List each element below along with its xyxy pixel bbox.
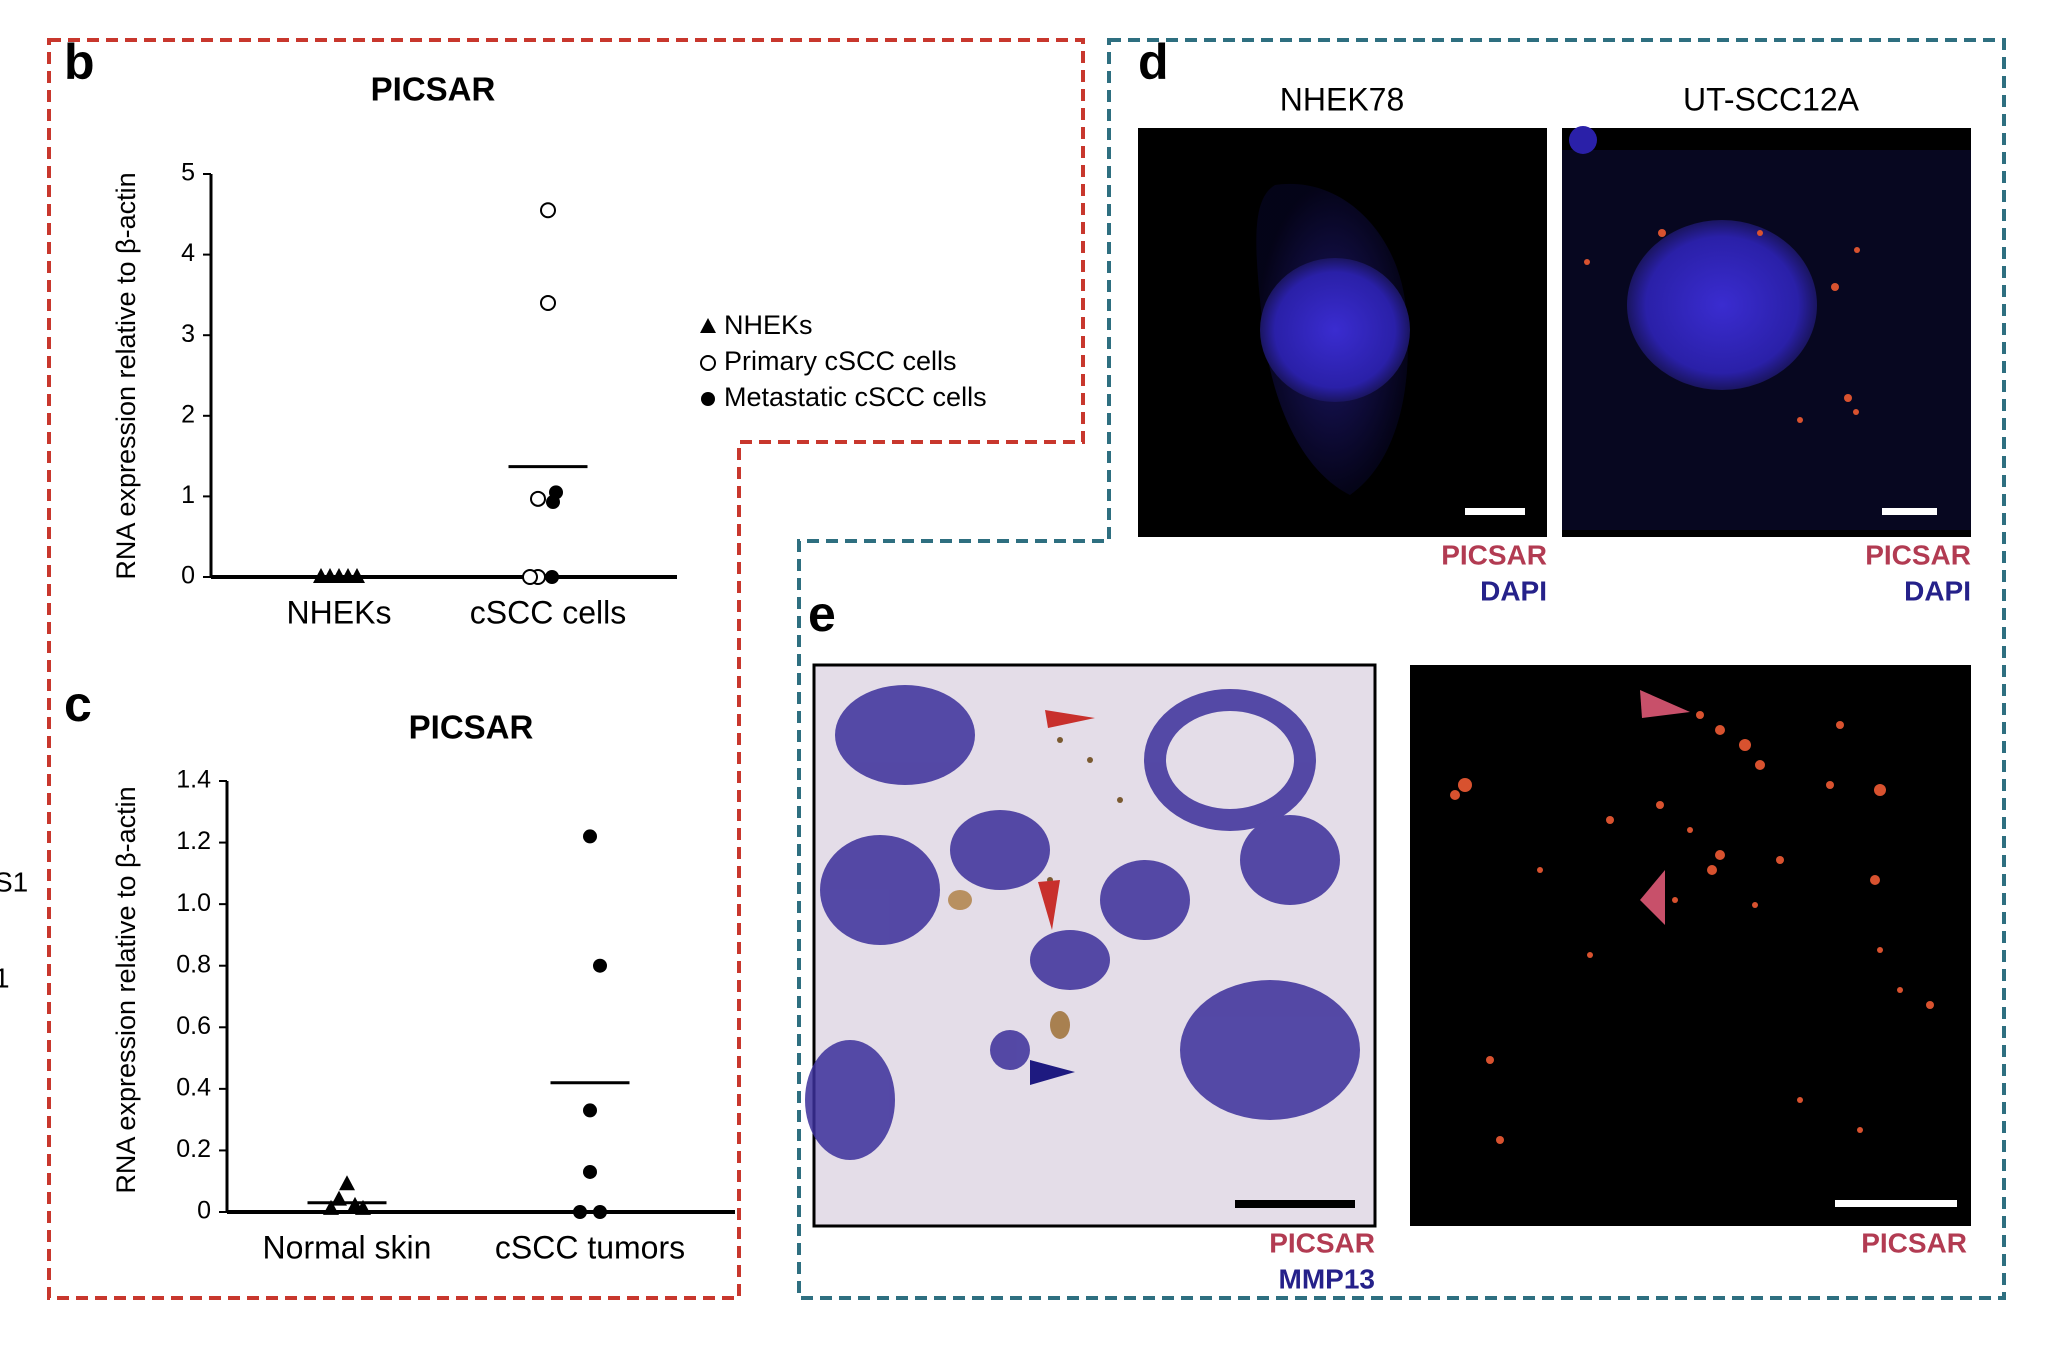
legend-label: Metastatic cSCC cells — [724, 382, 987, 412]
stain-label: DAPI — [1904, 575, 1971, 606]
x-tick-label: cSCC cells — [470, 594, 626, 630]
y-tick-label: 1 — [181, 481, 195, 509]
marker — [530, 490, 546, 507]
y-axis-label: RNA expression relative to β-actin — [111, 172, 141, 579]
edge-fragment: 1 — [0, 962, 10, 993]
stain-label: PICSAR — [1441, 539, 1547, 570]
marker — [583, 1164, 597, 1179]
y-tick-label: 1.0 — [176, 889, 211, 917]
edge-fragment: S1 — [0, 866, 28, 897]
micrograph — [1562, 126, 1971, 537]
marker — [349, 568, 365, 583]
marker — [540, 294, 556, 311]
x-tick-label: NHEKs — [287, 594, 392, 630]
y-tick-label: 0.6 — [176, 1012, 211, 1040]
y-tick-label: 3 — [181, 320, 195, 348]
y-tick-label: 0 — [197, 1197, 211, 1225]
panel-border — [797, 38, 2006, 1300]
stain-label: PICSAR — [1269, 1227, 1375, 1258]
marker — [339, 1175, 355, 1191]
panel-border — [47, 38, 1085, 1300]
stain-label: MMP13 — [1279, 1263, 1375, 1294]
y-tick-label: 5 — [181, 159, 195, 187]
stain-label: DAPI — [1480, 575, 1547, 606]
legend-label: NHEKs — [724, 310, 813, 340]
marker — [701, 392, 715, 406]
chart-title: PICSAR — [409, 709, 534, 746]
stain-label: PICSAR — [1865, 539, 1971, 570]
fluorescence-image — [1410, 665, 1971, 1226]
marker — [573, 1205, 587, 1219]
y-tick-label: 4 — [181, 239, 195, 267]
y-tick-label: 0.8 — [176, 950, 211, 978]
marker — [540, 202, 556, 219]
marker — [583, 829, 597, 844]
panel-letter: d — [1138, 34, 1169, 90]
chart-title: PICSAR — [371, 71, 496, 108]
y-tick-label: 1.4 — [176, 766, 211, 794]
marker — [323, 1199, 339, 1215]
marker — [583, 1103, 597, 1118]
legend-label: Primary cSCC cells — [724, 346, 957, 376]
stain-label: PICSAR — [1861, 1227, 1967, 1258]
image-title: UT-SCC12A — [1683, 81, 1860, 117]
panel-letter: c — [64, 676, 92, 732]
histology-image — [805, 663, 1377, 1228]
y-tick-label: 0 — [181, 562, 195, 590]
x-tick-label: cSCC tumors — [495, 1229, 685, 1265]
y-tick-label: 0.4 — [176, 1073, 211, 1101]
marker — [545, 570, 559, 584]
marker — [593, 958, 607, 973]
marker — [522, 569, 538, 585]
y-tick-label: 0.2 — [176, 1135, 211, 1163]
marker — [593, 1205, 607, 1219]
panel-letter: e — [808, 586, 836, 642]
x-tick-label: Normal skin — [263, 1229, 432, 1265]
image-title: NHEK78 — [1280, 81, 1405, 117]
panel-letter: b — [64, 34, 95, 90]
y-axis-label: RNA expression relative to β-actin — [111, 786, 141, 1193]
micrograph — [1138, 128, 1547, 537]
marker — [331, 1190, 347, 1206]
marker — [355, 1199, 371, 1215]
y-tick-label: 1.2 — [176, 827, 211, 855]
marker — [700, 318, 716, 333]
marker — [546, 495, 560, 510]
y-tick-label: 2 — [181, 400, 195, 428]
marker — [700, 355, 716, 371]
